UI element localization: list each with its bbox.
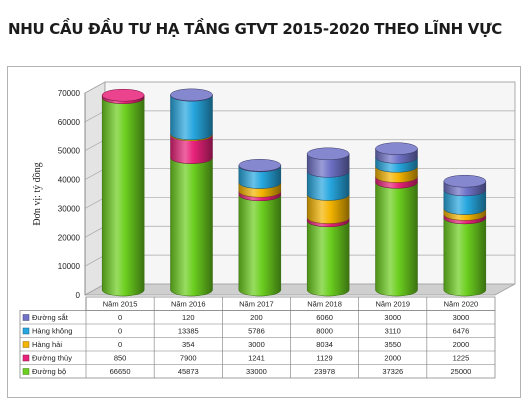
legend-key-hang-hai	[22, 341, 30, 348]
legend-key-hang-khong	[22, 327, 30, 335]
bar-top-cap	[101, 88, 145, 102]
bar-duong-bo-nam-2016	[170, 157, 213, 297]
y-axis-label: Đơn vị: tỷ đồng	[32, 162, 43, 225]
x-category-label: Năm 2015	[103, 300, 138, 309]
data-label: 23978	[314, 367, 335, 376]
data-label: 37326	[382, 367, 403, 376]
legend-key-duong-bo	[22, 368, 30, 375]
data-label: 6476	[453, 327, 470, 336]
x-category-label: Năm 2018	[307, 300, 342, 309]
chart-title: NHU CẦU ĐẦU TƯ HẠ TẦNG GTVT 2015-2020 TH…	[8, 20, 503, 38]
legend-label-hang-hai: Hàng hải	[32, 340, 62, 349]
bar-top-cap	[443, 174, 487, 188]
data-label: 0	[118, 327, 122, 336]
bar-duong-bo-nam-2020	[443, 217, 487, 297]
x-category-label: Năm 2019	[375, 300, 410, 309]
legend-label-duong-sat: Đường sắt	[32, 313, 69, 322]
y-tick-label: 0	[76, 291, 81, 300]
y-tick-label: 70000	[58, 89, 81, 98]
data-label: 13385	[178, 327, 199, 336]
y-tick-label: 60000	[58, 118, 81, 127]
data-label: 33000	[246, 367, 267, 376]
bar-top-cap	[306, 147, 350, 161]
data-label: 8034	[316, 340, 333, 349]
x-category-label: Năm 2016	[171, 300, 206, 309]
bar-top-cap	[170, 88, 213, 102]
y-tick-label: 40000	[58, 176, 81, 185]
data-label: 120	[182, 313, 195, 322]
bar-duong-bo-nam-2017	[238, 194, 282, 297]
data-label: 8000	[316, 327, 333, 336]
data-label: 45873	[178, 367, 199, 376]
data-label: 6060	[316, 313, 333, 322]
gridline	[84, 81, 515, 94]
y-tick-label: 50000	[58, 147, 81, 156]
data-label: 0	[118, 340, 122, 349]
data-label: 3000	[248, 340, 265, 349]
data-label: 1225	[453, 354, 470, 363]
data-label: 3550	[384, 340, 401, 349]
data-label: 354	[182, 340, 195, 349]
bar-duong-bo-nam-2015	[101, 97, 145, 297]
data-label: 3000	[384, 313, 401, 322]
data-label: 66650	[110, 367, 131, 376]
legend-key-duong-thuy	[22, 354, 30, 362]
data-label: 3000	[453, 313, 470, 322]
data-label: 850	[114, 354, 127, 363]
legend-label-duong-thuy: Đường thủy	[32, 354, 72, 363]
data-table-body	[19, 310, 496, 379]
bar-duong-bo-nam-2018	[306, 220, 350, 297]
data-label: 0	[118, 313, 122, 322]
chart-frame	[7, 66, 521, 398]
data-label: 7900	[180, 354, 197, 363]
x-category-label: Năm 2020	[444, 300, 479, 309]
legend-label-hang-khong: Hàng không	[32, 327, 72, 336]
y-tick-label: 10000	[58, 262, 81, 271]
data-label: 1129	[317, 354, 333, 363]
data-label: 3110	[385, 327, 401, 336]
bar-duong-bo-nam-2019	[375, 182, 418, 297]
bar-hang-khong-nam-2016	[170, 95, 213, 141]
y-tick-label: 30000	[58, 204, 81, 213]
bar-top-cap	[375, 142, 418, 155]
data-label: 200	[250, 313, 263, 322]
x-category-label: Năm 2017	[239, 300, 274, 309]
bar-top-cap	[238, 159, 282, 172]
data-label: 2000	[453, 340, 470, 349]
data-label: 1241	[248, 354, 265, 363]
legend-key-duong-sat	[22, 314, 30, 321]
legend-label-duong-bo: Đường bộ	[32, 367, 66, 376]
data-label: 2000	[384, 354, 401, 363]
data-label: 5786	[248, 327, 265, 336]
data-label: 25000	[450, 367, 471, 376]
y-tick-label: 20000	[58, 233, 81, 242]
